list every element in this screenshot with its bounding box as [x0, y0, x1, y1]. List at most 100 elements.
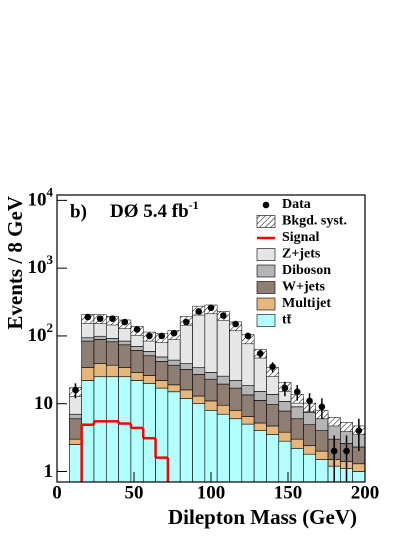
stack-bar	[118, 376, 132, 482]
stack-bar	[118, 344, 132, 368]
data-point	[84, 313, 92, 321]
data-point	[269, 363, 276, 371]
stack-bar	[130, 350, 144, 373]
legend-symbol	[256, 281, 276, 294]
stack-bar	[142, 355, 156, 376]
syst-band	[327, 417, 341, 427]
annotation: DØ 5.4 fb-1	[110, 198, 199, 223]
stack-bar	[93, 363, 107, 378]
stack-bar	[105, 341, 119, 366]
y-tick-label: 1	[44, 461, 54, 482]
data-point	[146, 332, 153, 340]
y-tick-base: 10	[28, 325, 47, 346]
data-point	[256, 350, 264, 357]
stack-bar	[142, 375, 156, 384]
legend-symbol	[256, 297, 276, 311]
stack-bar	[69, 418, 82, 440]
y-tick-label: 10	[34, 393, 53, 414]
stack-bar	[155, 380, 169, 389]
legend-label: Signal	[282, 230, 319, 245]
data-point	[121, 318, 129, 326]
stack-bar	[315, 418, 329, 431]
stack-bar	[105, 364, 119, 378]
data-point	[318, 403, 326, 411]
legend-symbol	[256, 314, 276, 327]
y-tick-label: 104	[28, 184, 54, 210]
data-point	[170, 329, 178, 337]
stack-bar	[155, 356, 169, 362]
y-tick-label: 102	[28, 320, 54, 346]
annotation-sup: -1	[189, 198, 199, 212]
stack-bar	[167, 364, 181, 386]
stack-bar	[81, 380, 95, 482]
stack-bar	[303, 445, 317, 455]
stack-bar	[290, 418, 304, 440]
data-point	[281, 384, 289, 392]
stack-bar	[118, 340, 132, 346]
data-point	[133, 326, 141, 333]
legend-label: Bkgd. syst.	[282, 214, 347, 229]
x-tick-label: 150	[274, 482, 303, 503]
y-axis-title: Events / 8 GeV	[3, 196, 27, 330]
data-point	[183, 318, 190, 326]
stack-bar	[352, 463, 365, 472]
stack-bar	[142, 351, 156, 357]
data-point	[195, 308, 202, 315]
stack-bar	[118, 367, 132, 378]
legend-label: tt̄	[282, 313, 292, 328]
legend-symbol	[256, 215, 276, 228]
stack-bar	[216, 404, 230, 415]
stack-bar	[229, 409, 243, 420]
stack-bar	[105, 338, 119, 343]
stack-bar	[179, 389, 193, 399]
data-point	[207, 304, 215, 312]
plot-area	[68, 304, 365, 482]
stack-bar	[315, 430, 329, 452]
stack-bar	[192, 374, 206, 397]
stack-bar	[192, 309, 206, 368]
stack-bar	[179, 363, 193, 370]
legend-symbol	[262, 201, 270, 209]
stack-bar	[93, 376, 107, 482]
stack-bar	[241, 338, 255, 386]
stack-bar	[192, 367, 206, 375]
stack-bar	[266, 394, 280, 405]
stack-bar	[266, 425, 280, 435]
stack-bar	[253, 353, 267, 392]
stack-bar	[105, 376, 119, 482]
legend-label: Z+jets	[282, 247, 321, 262]
data-point	[232, 320, 239, 328]
stack-bar	[290, 438, 304, 449]
stack-bar	[229, 387, 243, 411]
legend-label: Data	[282, 197, 311, 212]
y-tick-label: 103	[28, 252, 54, 278]
stack-bar	[204, 308, 218, 373]
stack-bar	[290, 406, 304, 420]
stack-bar	[278, 401, 292, 412]
x-tick-label: 50	[125, 482, 144, 503]
stack-bar	[179, 320, 193, 364]
stack-bar	[93, 335, 107, 340]
y-tick-exponent: 3	[47, 252, 54, 267]
stack-bar	[204, 400, 218, 411]
stack-bar	[204, 372, 218, 380]
stack-bar	[81, 340, 95, 368]
stack-bar	[69, 444, 82, 482]
stack-bar	[253, 400, 267, 424]
stack-bar	[303, 424, 317, 447]
signal-connector	[68, 421, 170, 482]
stack-bar	[192, 395, 206, 405]
data-point	[355, 427, 363, 434]
stack-bar	[241, 394, 255, 417]
stack-bar	[241, 385, 255, 396]
data-point	[330, 447, 338, 455]
stack-bar	[229, 325, 243, 381]
stack-bar	[216, 383, 230, 406]
legend-label: Diboson	[282, 263, 331, 278]
stack-bar	[69, 438, 82, 445]
y-tick-exponent: 2	[47, 320, 54, 335]
stack-bar	[179, 369, 193, 391]
y-tick-base: 10	[28, 258, 47, 279]
stack-bar	[204, 378, 218, 402]
